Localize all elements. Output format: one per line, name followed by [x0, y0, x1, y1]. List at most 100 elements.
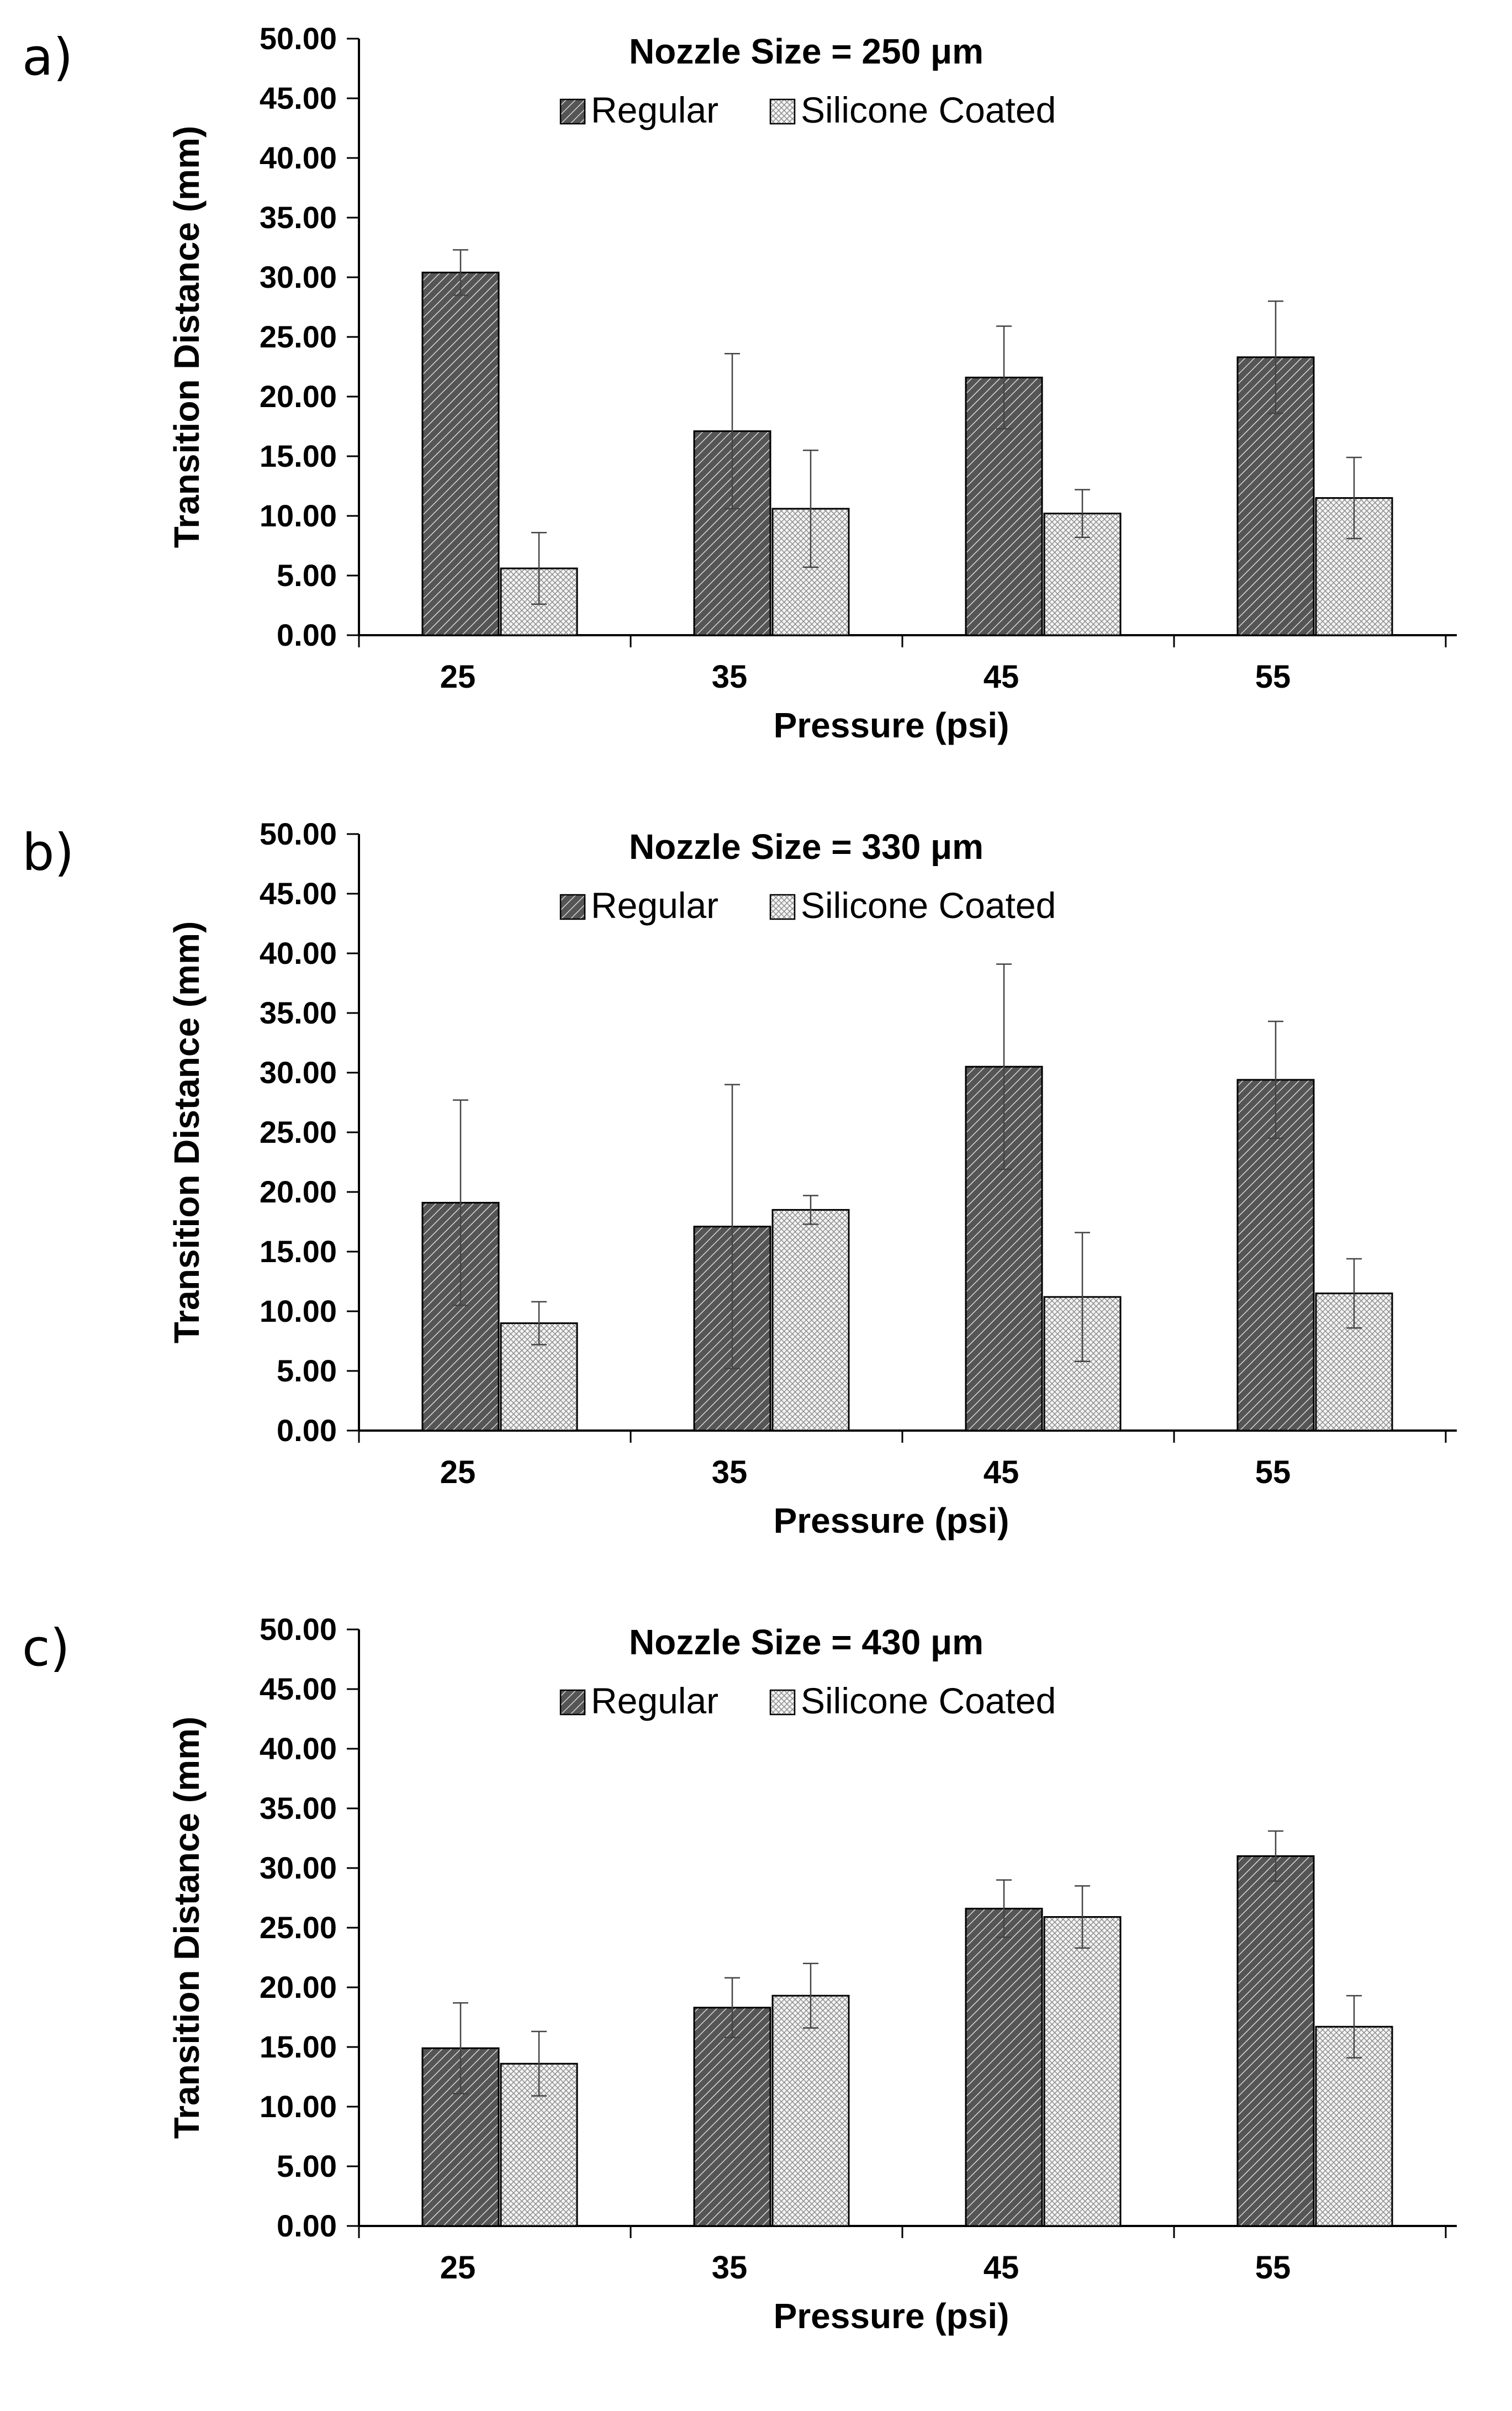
- bar-silicone-coated: [771, 1209, 850, 1432]
- y-tick-label: 40.00: [260, 936, 337, 970]
- x-category-label: 55: [1255, 1454, 1291, 1490]
- error-bar: [453, 1099, 468, 1306]
- legend-label: Regular: [591, 89, 718, 130]
- x-category-label: 45: [984, 659, 1019, 695]
- y-tick-label: 5.00: [277, 558, 337, 593]
- x-axis-title: Pressure (psi): [774, 705, 1009, 745]
- error-bar: [803, 1962, 818, 2029]
- y-axis-title: Transition Distance (mm): [167, 1717, 207, 2139]
- y-tick-label: 15.00: [260, 2029, 337, 2064]
- error-bar: [453, 2002, 468, 2095]
- error-bar: [996, 1879, 1012, 1938]
- y-axis-title: Transition Distance (mm): [167, 921, 207, 1344]
- y-tick-label: 40.00: [260, 1731, 337, 1766]
- legend-label: Silicone Coated: [801, 1680, 1056, 1721]
- legend-label: Regular: [591, 885, 718, 926]
- x-axis: 25 35 45 55: [358, 634, 1457, 695]
- y-tick-label: 30.00: [260, 1055, 337, 1090]
- error-bar: [453, 249, 468, 296]
- legend-swatch: [769, 894, 796, 920]
- error-bar: [1268, 1020, 1283, 1139]
- y-tick-label: 25.00: [260, 1910, 337, 1945]
- legend-swatch: [559, 98, 586, 125]
- bar-chart: 0.00 5.00 10.00 15.00 20.00 25.00 30.00 35.00 40…: [167, 816, 1457, 1540]
- x-axis-title: Pressure (psi): [774, 2296, 1009, 2336]
- error-bar: [803, 449, 818, 568]
- x-axis: 25 35 45 55: [358, 2225, 1457, 2286]
- legend: Regular Silicone Coated: [559, 1680, 1056, 1721]
- y-axis: 0.00 5.00 10.00 15.00 20.00 25.00 30.00 35.00 40…: [260, 21, 360, 652]
- error-bar: [725, 1084, 740, 1369]
- panel-label: b): [22, 823, 75, 882]
- chart-panel-a: a) 0.00 5.00 10.00 15.00 20.00 25.00 30.00 35.0…: [0, 0, 1512, 804]
- error-bar: [996, 963, 1012, 1170]
- error-bar: [531, 2030, 547, 2097]
- x-category-label: 35: [712, 2250, 748, 2286]
- error-bar: [725, 352, 740, 510]
- error-bar: [803, 1195, 818, 1225]
- error-bar: [1075, 1885, 1090, 1949]
- x-category-label: 25: [440, 1454, 476, 1490]
- y-tick-label: 30.00: [260, 1850, 337, 1885]
- y-tick-label: 10.00: [260, 498, 337, 533]
- error-bar: [1268, 300, 1283, 414]
- y-tick-label: 5.00: [277, 1353, 337, 1388]
- legend: Regular Silicone Coated: [559, 885, 1056, 926]
- y-tick-label: 30.00: [260, 260, 337, 294]
- panel-label: a): [22, 28, 73, 87]
- x-category-label: 35: [712, 1454, 748, 1490]
- y-tick-label: 20.00: [260, 1970, 337, 2004]
- y-axis-title: Transition Distance (mm): [167, 126, 207, 548]
- legend-label: Silicone Coated: [801, 885, 1056, 926]
- y-tick-label: 50.00: [260, 816, 337, 851]
- error-bar: [1268, 1830, 1283, 1882]
- bar-silicone-coated: [1043, 1916, 1122, 2227]
- y-tick-label: 0.00: [277, 2208, 337, 2243]
- y-tick-label: 20.00: [260, 379, 337, 414]
- bar-regular: [421, 271, 500, 636]
- x-category-label: 55: [1255, 659, 1291, 695]
- chart-title: Nozzle Size = 250 μm: [629, 31, 984, 71]
- error-bar: [725, 1977, 740, 2038]
- x-category-label: 45: [984, 1454, 1019, 1490]
- bar-regular: [1236, 1855, 1315, 2227]
- y-tick-label: 35.00: [260, 1791, 337, 1826]
- y-tick-label: 50.00: [260, 21, 337, 56]
- y-tick-label: 15.00: [260, 439, 337, 473]
- legend-label: Silicone Coated: [801, 89, 1056, 130]
- bar-regular: [693, 2007, 771, 2227]
- y-tick-label: 0.00: [277, 1413, 337, 1448]
- legend-swatch: [559, 1689, 586, 1716]
- y-tick-label: 35.00: [260, 200, 337, 235]
- bar-chart: 0.00 5.00 10.00 15.00 20.00 25.00 30.00 35.00 40…: [167, 1612, 1457, 2336]
- x-category-label: 25: [440, 2250, 476, 2286]
- bar-silicone-coated: [771, 1995, 850, 2227]
- error-bar: [996, 325, 1012, 430]
- legend: Regular Silicone Coated: [559, 89, 1056, 130]
- error-bar: [1346, 1258, 1362, 1329]
- y-axis: 0.00 5.00 10.00 15.00 20.00 25.00 30.00 35.00 40…: [260, 1612, 360, 2243]
- y-tick-label: 0.00: [277, 618, 337, 652]
- x-category-label: 55: [1255, 2250, 1291, 2286]
- bar-regular: [965, 1907, 1043, 2227]
- x-axis-title: Pressure (psi): [774, 1501, 1009, 1540]
- x-category-label: 45: [984, 2250, 1019, 2286]
- chart-panel-c: c) 0.00 5.00 10.00 15.00 20.00 25.00 30.00 35.0…: [0, 1591, 1512, 2394]
- y-tick-label: 40.00: [260, 140, 337, 175]
- error-bar: [1346, 1995, 1362, 2059]
- y-tick-label: 45.00: [260, 1671, 337, 1706]
- legend-swatch: [559, 894, 586, 920]
- y-tick-label: 15.00: [260, 1234, 337, 1269]
- y-tick-label: 10.00: [260, 2089, 337, 2124]
- error-bar: [531, 531, 547, 605]
- error-bar: [1346, 456, 1362, 540]
- y-tick-label: 25.00: [260, 319, 337, 354]
- legend-swatch: [769, 98, 796, 125]
- panel-label: c): [22, 1618, 70, 1677]
- y-tick-label: 35.00: [260, 995, 337, 1030]
- y-tick-label: 45.00: [260, 876, 337, 911]
- bar-chart: 0.00 5.00 10.00 15.00 20.00 25.00 30.00 35.00 40…: [167, 21, 1457, 745]
- bars: [421, 1830, 1393, 2227]
- y-tick-label: 50.00: [260, 1612, 337, 1647]
- bars: [421, 249, 1393, 636]
